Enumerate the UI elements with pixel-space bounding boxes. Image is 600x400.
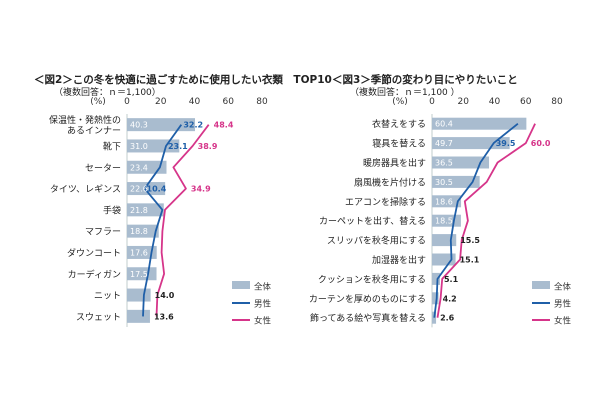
chart2-category-label: カーテンを厚めのものにする: [309, 294, 426, 305]
chart1-category-label: 靴下: [103, 140, 121, 152]
chart2-bar-1: [432, 117, 527, 130]
chart1-bar-6: [127, 224, 159, 238]
chart1-data-label-total: 17.6: [130, 248, 148, 257]
chart1-bar-2: [127, 139, 180, 153]
chart1-category-label: ニット: [94, 292, 121, 302]
chart2-data-label-female: 60.0: [531, 139, 551, 148]
chart1-tick-label: 40: [189, 97, 201, 107]
chart2-category-label: カーペットを出す、替える: [319, 215, 426, 227]
chart1-category-label: セーター: [85, 163, 121, 174]
chart1-category-label: ダウンコート: [67, 247, 121, 259]
chart2-data-label-total: 2.6: [440, 314, 455, 323]
chart2-category-label: 扇風機を片付ける: [354, 176, 426, 188]
chart2-category-label: スリッパを秋冬用にする: [327, 235, 426, 247]
chart2-legend-swatch-total: [532, 281, 550, 289]
chart1-data-label-total: 17.5: [130, 270, 148, 279]
chart1-data-label-male: 23.1: [168, 142, 188, 151]
chart2-series-line-female: [436, 123, 536, 318]
chart1-series-line-female: [155, 124, 210, 317]
chart1-data-label-total: 22.6: [130, 185, 148, 194]
chart2-category-label: 飾ってある絵や写真を替える: [310, 312, 426, 324]
chart1-data-label-male: 32.2: [183, 121, 203, 130]
chart1-category-label: マフラー: [85, 227, 121, 238]
chart1-category-label: 手袋: [103, 204, 121, 216]
chart1-title: ＜図2＞この冬を快適に過ごすために使用したい衣類 TOP10: [34, 74, 332, 86]
chart1-tick-label: 20: [155, 97, 167, 107]
chart2-tick-label: 60: [520, 97, 532, 107]
chart1-tick-label: 80: [256, 97, 268, 107]
chart1-data-label-total: 31.0: [130, 142, 148, 151]
chart1-data-label-male: 10.4: [147, 185, 167, 194]
chart2-data-label-male: 39.5: [496, 139, 516, 148]
chart2-legend-label: 全体: [554, 282, 572, 293]
chart1-unit-label: (%): [90, 97, 106, 107]
chart1-bar-5: [127, 203, 164, 217]
chart2-data-label-total: 15.5: [460, 236, 480, 245]
chart2-bar-7: [432, 234, 457, 247]
chart1-data-label-female: 48.4: [214, 121, 234, 130]
chart2-title: ＜図3＞季節の変わり目にやりたいこと: [332, 74, 518, 86]
chart1-data-label-total: 40.3: [130, 121, 148, 130]
chart1-legend-label: 男性: [254, 299, 272, 310]
chart1-data-label-total: 14.0: [155, 291, 175, 300]
chart2-category-label: エアコンを掃除する: [345, 196, 426, 208]
chart2-tick-label: 40: [489, 97, 501, 107]
chart2-series-line-male: [433, 122, 519, 318]
chart2-unit-label: (%): [392, 97, 408, 107]
chart2-data-label-total: 15.1: [460, 256, 480, 265]
chart1-tick-label: 60: [223, 97, 235, 107]
chart1-bar-7: [127, 245, 157, 259]
chart1-data-label-total: 18.8: [130, 227, 148, 236]
chart1-legend-label: 全体: [254, 282, 272, 293]
chart2-category-label: 暖房器具を出す: [363, 157, 426, 169]
chart2-data-label-total: 49.7: [435, 139, 453, 148]
chart2-bar-11: [432, 311, 437, 324]
chart2-tick-label: 80: [551, 97, 563, 107]
chart1-subtitle: （複数回答：ｎ＝1,100）: [54, 88, 161, 98]
chart2-data-label-total: 60.4: [435, 120, 453, 129]
chart2-tick-label: 20: [458, 97, 470, 107]
chart2-tick-label: 0: [429, 97, 435, 107]
chart2-data-label-total: 36.5: [435, 159, 453, 168]
chart1-legend-swatch-total: [232, 281, 250, 289]
chart1-data-label-total: 21.8: [130, 206, 148, 215]
chart1-tick-label: 0: [124, 97, 130, 107]
chart1-category-label: 保温性・発熱性の: [49, 114, 121, 126]
chart2-bar-9: [432, 272, 440, 285]
chart2-category-label: 衣替えをする: [372, 118, 426, 130]
chart2-category-label: クッションを秋冬用にする: [318, 273, 426, 285]
chart2-bar-5: [432, 195, 462, 208]
chart2-bar-3: [432, 156, 490, 169]
chart2-data-label-total: 18.6: [435, 197, 453, 206]
chart2-legend-label: 男性: [554, 299, 572, 310]
chart1-series-line-male: [142, 124, 183, 317]
chart2-data-label-total: 18.5: [435, 217, 453, 226]
chart2-legend-label: 女性: [554, 316, 572, 327]
chart1-data-label-female: 34.9: [191, 185, 211, 194]
chart1-legend-label: 女性: [254, 316, 272, 327]
chart2-data-label-total: 4.2: [443, 294, 457, 303]
chart1-category-label: カーディガン: [68, 268, 121, 280]
chart1-category-label: スウェット: [76, 312, 121, 323]
chart1-data-label-total: 13.6: [154, 312, 174, 321]
chart2-bar-10: [432, 292, 439, 305]
chart2-category-label: 寝具を替える: [372, 138, 426, 150]
chart1-bar-10: [127, 309, 150, 323]
chart2-subtitle: （複数回答：ｎ＝1,100 ）: [350, 88, 460, 98]
chart1-data-label-total: 23.4: [130, 163, 148, 172]
chart1-category-label: タイツ、レギンス: [50, 184, 121, 195]
chart1-bar-4: [127, 182, 166, 196]
chart2-bar-4: [432, 175, 480, 188]
chart2-data-label-total: 5.1: [444, 275, 459, 284]
chart2-data-label-total: 30.5: [435, 178, 453, 187]
chart1-bar-9: [127, 288, 151, 302]
chart2-category-label: 加湿器を出す: [372, 254, 426, 266]
chart1-data-label-female: 38.9: [198, 142, 218, 151]
chart1-category-label: あるインナー: [67, 126, 121, 137]
chart2-bar-2: [432, 137, 510, 150]
